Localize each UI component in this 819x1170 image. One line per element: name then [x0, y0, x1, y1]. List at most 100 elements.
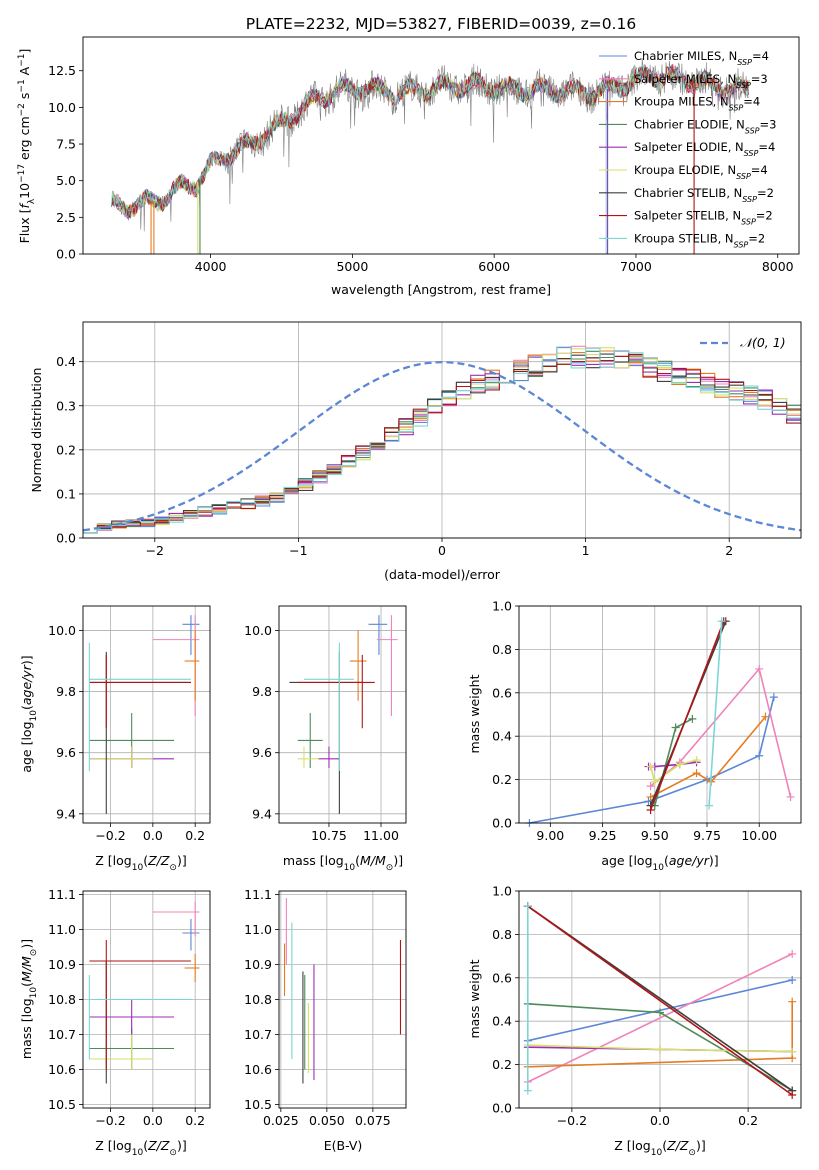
weight-line [650, 667, 792, 798]
y-tick-label: 10.0 [48, 623, 76, 638]
x-axis-label: wavelength [Angstrom, rest frame] [331, 282, 551, 297]
y-tick-label: 0.2 [492, 772, 512, 787]
residual-histogram-step [83, 353, 801, 534]
mass-vs-ebv-panel: 0.025 0.050 0.075 10.5 10.6 10.7 10.8 10.9 11.0 1… [244, 887, 407, 1153]
plot-area [525, 617, 795, 827]
y-axis-label: Normed distribution [29, 368, 44, 493]
y-tick-label: 0.0 [56, 531, 76, 546]
model-spectrum-line [111, 64, 750, 219]
y-tick-label: 2.5 [56, 210, 76, 225]
axes-frame [278, 890, 407, 1109]
weight-point-marker [705, 801, 714, 810]
y-tick-label: 0.8 [492, 642, 512, 657]
x-tick-label: 6000 [478, 259, 510, 274]
ticks: 0.025 0.050 0.075 10.5 10.6 10.7 10.8 10.9 11.0 1… [244, 887, 391, 1128]
weight-line [649, 620, 725, 811]
y-tick-label: 9.6 [252, 745, 272, 760]
x-tick-label: −2 [146, 543, 164, 558]
y-tick-label: 10.7 [48, 1027, 76, 1042]
legend-entry: Salpeter STELIB, NSSP=2 [634, 209, 773, 227]
y-tick-label: 10.9 [48, 957, 76, 972]
y-tick-label: 10.5 [48, 1097, 76, 1112]
y-tick-label: 0.0 [492, 1101, 512, 1116]
x-tick-label: 0.2 [185, 828, 205, 843]
y-axis-label: mass weight [467, 674, 482, 753]
weight-line [649, 759, 697, 784]
ticks: 9.00 9.25 9.50 9.75 10.00 0.0 0.2 0.4 0.6 0.8 1.0 [492, 599, 777, 844]
x-tick-label: 9.50 [641, 828, 669, 843]
x-tick-label: 7000 [620, 259, 652, 274]
model-spectrum-line [111, 63, 750, 216]
grid-lines [519, 605, 801, 824]
weight-point-marker [692, 769, 701, 778]
x-tick-label: 9.00 [536, 828, 564, 843]
x-tick-label: 0.0 [650, 1113, 670, 1128]
weight-vs-age-panel: 9.00 9.25 9.50 9.75 10.00 0.0 0.2 0.4 0.6 0.8 1.0 a… [467, 599, 802, 873]
y-tick-label: 0.0 [56, 247, 76, 262]
x-axis-label: Z [log10(Z/Z⊙)] [95, 1138, 186, 1158]
x-axis-label: age [log10(age/yr)] [601, 853, 718, 873]
plot-area [111, 58, 750, 254]
y-tick-label: 11.1 [48, 887, 76, 902]
ticks: −0.2 0.0 0.2 9.4 9.6 9.8 10.0 [48, 623, 205, 843]
y-tick-label: 0.6 [492, 685, 512, 700]
y-tick-label: 10.0 [48, 100, 76, 115]
legend-entry: Chabrier STELIB, NSSP=2 [634, 186, 774, 204]
plot-area [82, 345, 802, 534]
y-tick-label: 0.8 [492, 927, 512, 942]
x-tick-label: 10.00 [741, 828, 777, 843]
legend-entry: Kroupa ELODIE, NSSP=4 [634, 163, 768, 181]
y-tick-label: 10.8 [48, 992, 76, 1007]
y-tick-label: 11.1 [244, 887, 272, 902]
grid-lines [83, 322, 801, 539]
y-tick-label: 5.0 [56, 173, 76, 188]
y-tick-label: 10.8 [244, 992, 272, 1007]
y-tick-label: 10.5 [244, 1097, 272, 1112]
x-tick-label: 0.0 [143, 828, 163, 843]
x-tick-label: −0.2 [95, 828, 125, 843]
weight-point-marker [675, 760, 684, 769]
x-tick-label: 9.75 [693, 828, 721, 843]
mass-vs-metallicity-panel: −0.2 0.0 0.2 10.5 10.6 10.7 10.8 10.9 11.0 11.1 Z … [19, 887, 211, 1158]
axes-frame [82, 36, 800, 255]
x-axis-label: Z [log10(Z/Z⊙)] [95, 853, 186, 873]
weight-vs-metallicity-panel: −0.2 0.0 0.2 0.0 0.2 0.4 0.6 0.8 1.0 Z [log10(Z/Z… [467, 884, 802, 1158]
x-tick-label: −0.2 [557, 1113, 587, 1128]
x-axis-label: Z [log10(Z/Z⊙)] [614, 1138, 705, 1158]
grid-lines [279, 891, 406, 1108]
y-tick-label: 0.4 [56, 354, 76, 369]
legend-entry: Kroupa MILES, NSSP=4 [634, 95, 760, 113]
x-tick-label: 0.2 [185, 1113, 205, 1128]
weight-point-marker [523, 902, 532, 911]
weight-point-marker [788, 1090, 797, 1099]
y-tick-label: 10.6 [48, 1062, 76, 1077]
weight-point-marker [656, 1045, 664, 1054]
x-tick-label: 11.00 [363, 828, 399, 843]
weight-point-marker [692, 756, 701, 765]
legend: 𝒩(0, 1) [700, 335, 786, 350]
residual-histogram-panel: −2 −1 0 1 2 0.0 0.1 0.2 0.3 0.4 𝒩(0, 1) (data-model… [29, 321, 802, 582]
plot-area [289, 615, 398, 814]
y-tick-label: 9.4 [252, 806, 272, 821]
y-tick-label: 11.0 [48, 922, 76, 937]
axes-frame [82, 321, 802, 539]
legend: Chabrier MILES, NSSP=4 Salpeter MILES, NS… [599, 49, 776, 249]
x-tick-label: −1 [289, 543, 307, 558]
y-tick-label: 11.0 [244, 922, 272, 937]
x-tick-label: 2 [725, 543, 733, 558]
ticks: −2 −1 0 1 2 0.0 0.1 0.2 0.3 0.4 [56, 354, 733, 558]
ticks: 10.75 11.00 9.4 9.6 9.8 10.0 [244, 623, 399, 843]
legend-entry: Chabrier MILES, NSSP=4 [634, 49, 769, 67]
axes-frame [82, 605, 211, 824]
ticks: 4000 5000 6000 7000 8000 0.0 2.5 5.0 7.5 10.0 12.5 [48, 63, 794, 274]
x-tick-label: 0.025 [263, 1113, 299, 1128]
grid-lines [519, 890, 801, 1109]
x-tick-label: 0.2 [738, 1113, 758, 1128]
legend-entry: Salpeter MILES, NSSP=3 [634, 72, 768, 90]
axes-frame [518, 890, 802, 1109]
legend-entry: Chabrier ELODIE, NSSP=3 [634, 117, 776, 135]
plot-area [88, 901, 200, 1084]
weight-point-marker [788, 997, 797, 1006]
x-tick-label: 0 [438, 543, 446, 558]
